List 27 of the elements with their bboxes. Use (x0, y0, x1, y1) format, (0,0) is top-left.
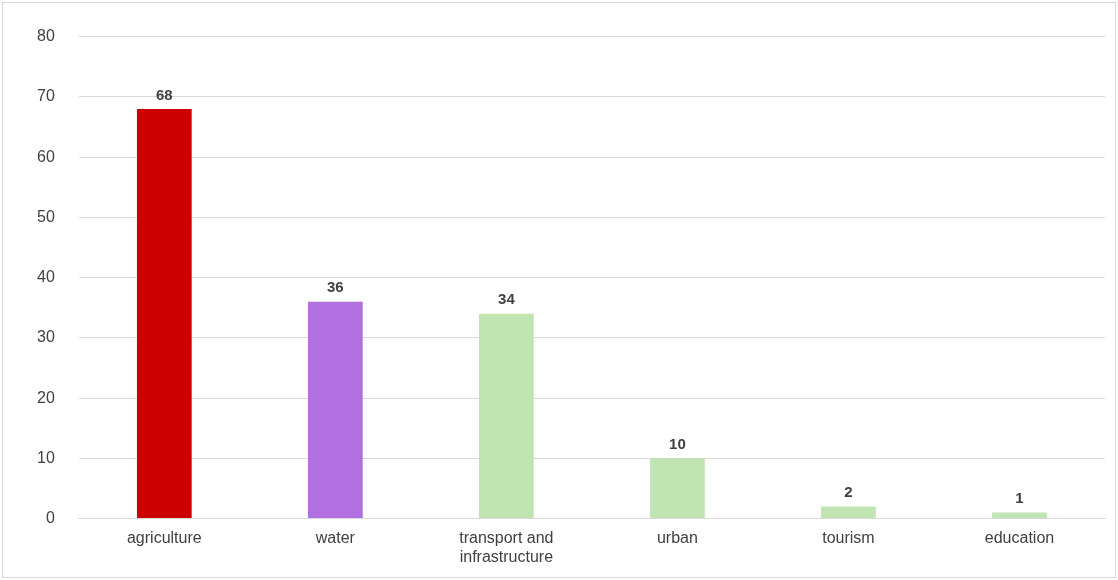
x-tick-label: tourism (822, 528, 875, 546)
y-tick-label: 70 (37, 87, 55, 105)
x-tick-label: agriculture (126, 528, 202, 546)
x-tick-label: urban (656, 528, 698, 546)
y-tick-label: 80 (37, 27, 55, 45)
data-label: 68 (155, 85, 173, 103)
y-tick-label: 0 (45, 509, 55, 527)
x-tick-label: education (984, 528, 1055, 546)
y-tick-label: 20 (37, 388, 55, 406)
bar (821, 506, 876, 519)
data-label: 36 (327, 278, 344, 296)
x-tick-label: water (314, 528, 356, 546)
y-tick-label: 10 (37, 448, 55, 466)
y-tick-label: 30 (37, 328, 55, 346)
bar (650, 458, 705, 519)
data-label: 2 (844, 483, 853, 501)
data-label: 34 (498, 290, 516, 308)
bar (992, 512, 1047, 519)
y-tick-label: 60 (37, 147, 55, 165)
bar (307, 301, 363, 519)
y-tick-label: 50 (37, 207, 55, 225)
bar (479, 313, 534, 519)
y-tick-label: 40 (37, 268, 55, 286)
data-label: 10 (669, 434, 686, 452)
x-tick-label: transport and infrastructure (459, 528, 554, 565)
bar (136, 108, 192, 519)
data-label: 1 (1015, 489, 1024, 507)
